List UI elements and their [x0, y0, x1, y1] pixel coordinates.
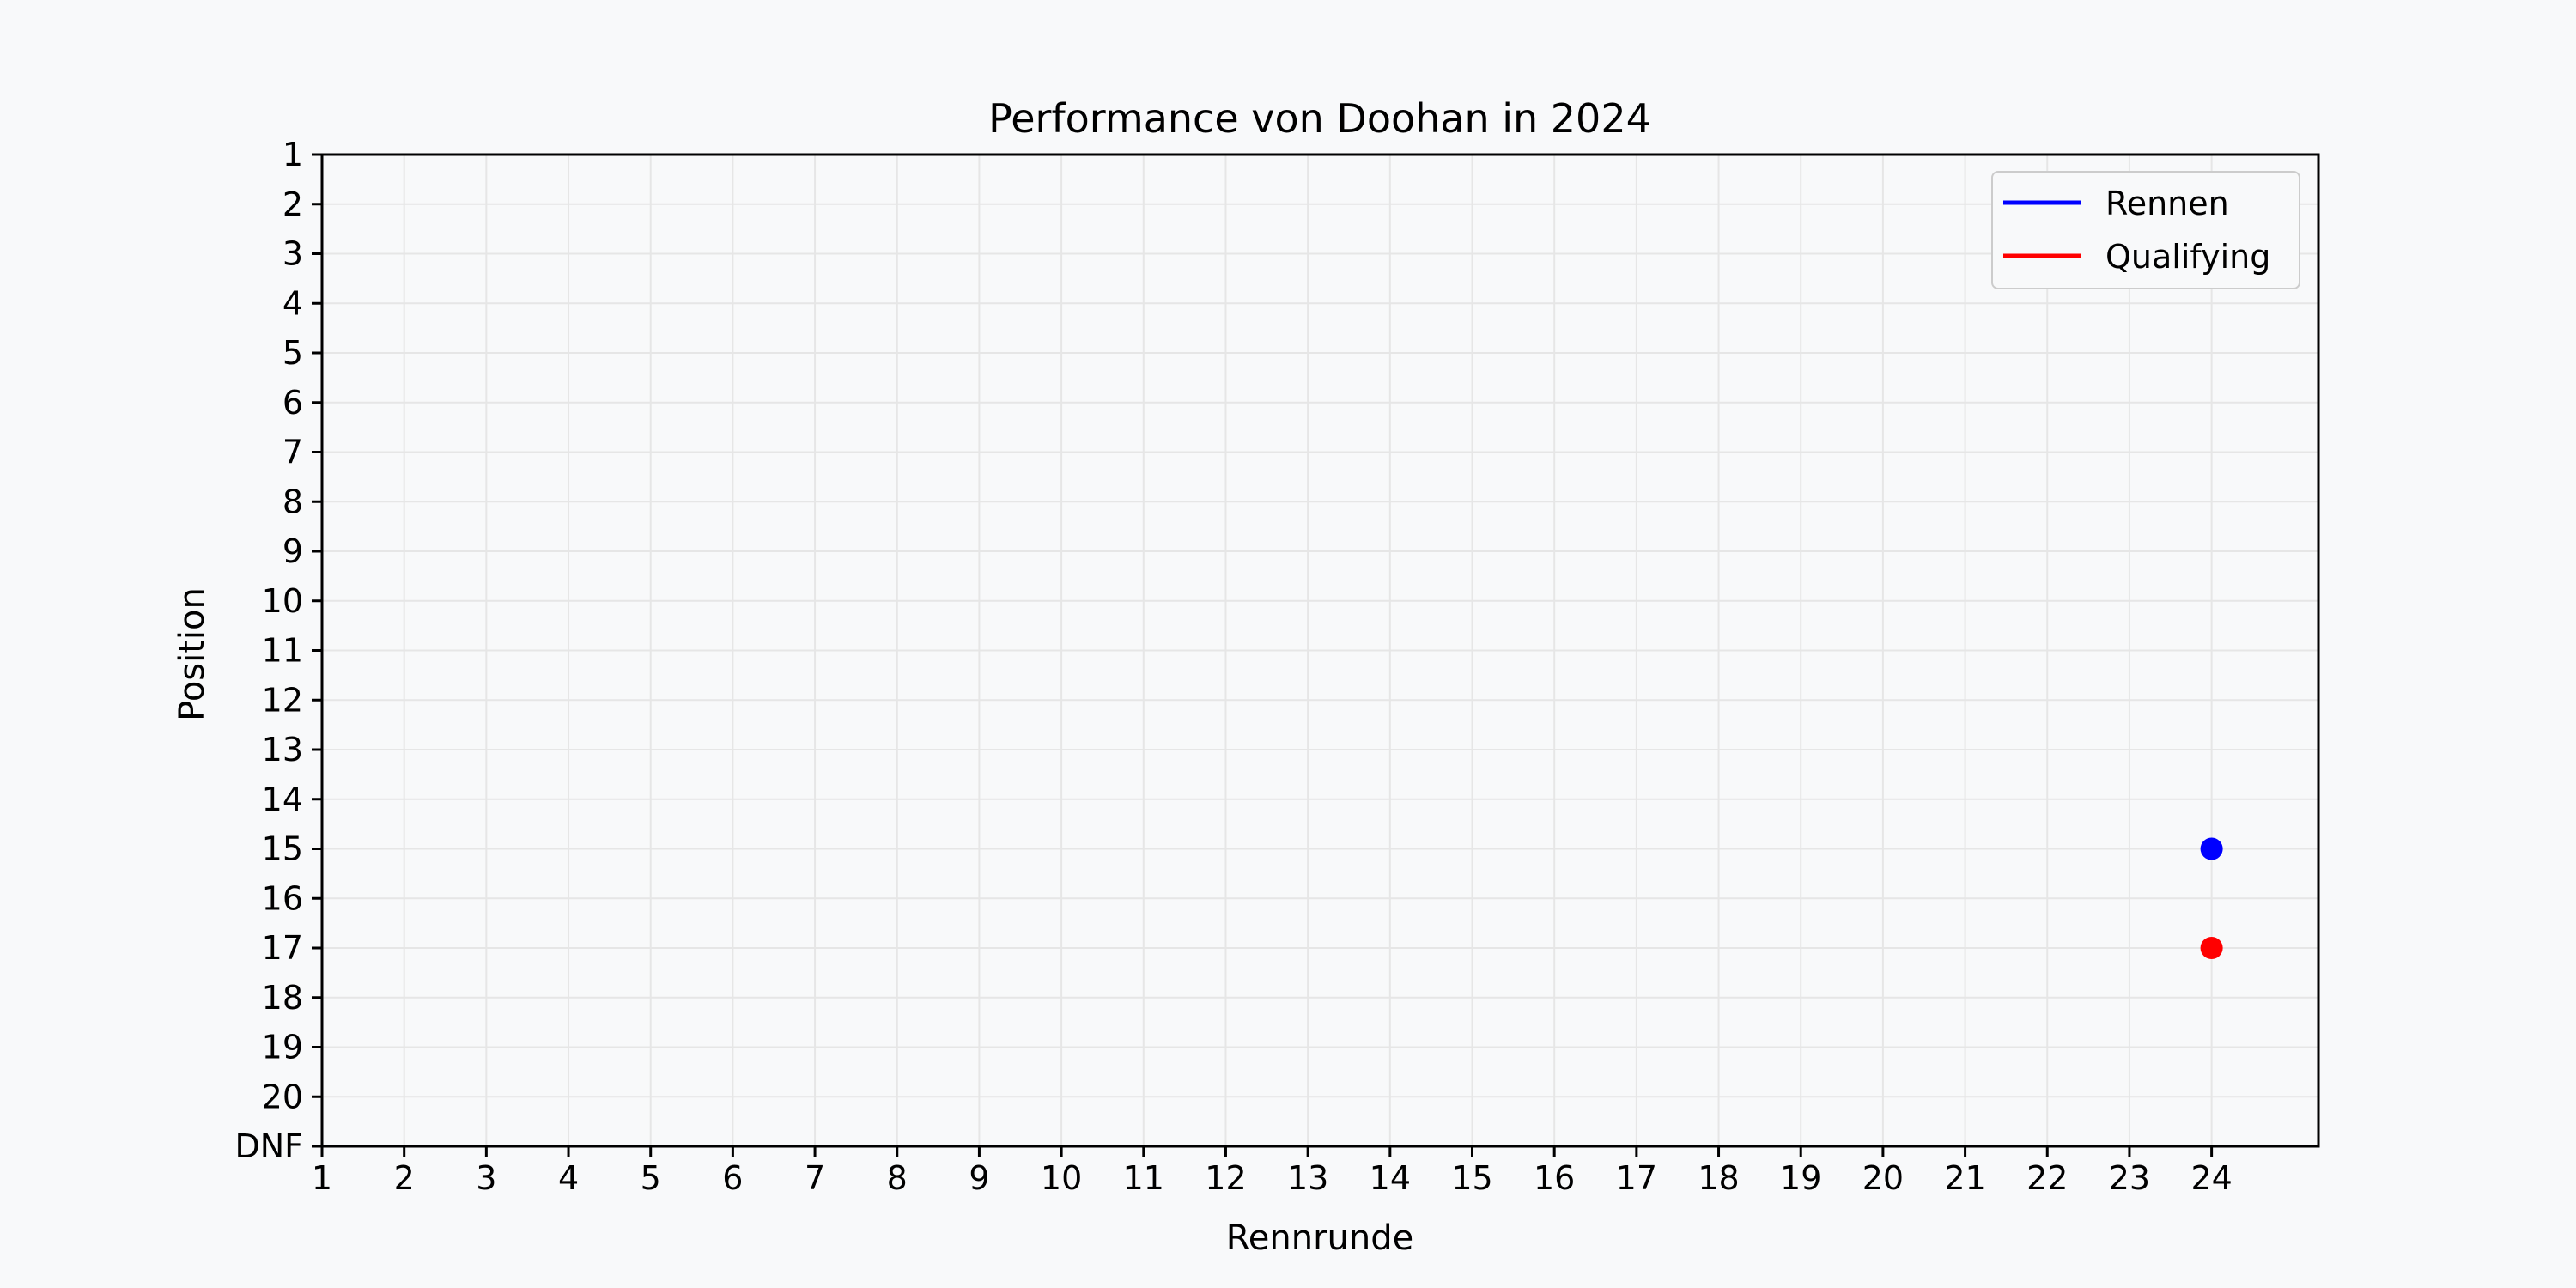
- y-tick-label: 11: [262, 632, 303, 670]
- x-tick-label: 19: [1780, 1159, 1821, 1197]
- legend-label-qualifying: Qualifying: [2105, 238, 2270, 276]
- y-tick-label: DNF: [234, 1127, 303, 1165]
- y-tick-label: 8: [283, 483, 303, 520]
- x-tick-label: 12: [1205, 1159, 1246, 1197]
- legend: Rennen Qualifying: [1991, 171, 2300, 289]
- y-tick-label: 14: [262, 781, 303, 818]
- x-tick-label: 6: [722, 1159, 743, 1197]
- y-tick-label: 5: [283, 334, 303, 372]
- y-tick-label: 19: [262, 1029, 303, 1066]
- y-tick-label: 2: [283, 185, 303, 223]
- x-tick-label: 7: [805, 1159, 825, 1197]
- x-tick-label: 24: [2190, 1159, 2232, 1197]
- x-tick-label: 8: [887, 1159, 908, 1197]
- x-tick-label: 23: [2109, 1159, 2150, 1197]
- data-points: [2200, 837, 2223, 959]
- x-tick-label: 10: [1041, 1159, 1082, 1197]
- y-tick-label: 16: [262, 879, 303, 917]
- x-tick-label: 13: [1287, 1159, 1328, 1197]
- x-tick-label: 3: [476, 1159, 496, 1197]
- chart-title: Performance von Doohan in 2024: [988, 95, 1651, 142]
- data-point-rennen: [2200, 837, 2223, 860]
- x-tick-label: 21: [1944, 1159, 1985, 1197]
- y-tick-label: 3: [283, 235, 303, 273]
- x-tick-label: 14: [1370, 1159, 1411, 1197]
- x-tick-label: 18: [1698, 1159, 1739, 1197]
- x-tick-label: 9: [969, 1159, 989, 1197]
- x-tick-label: 20: [1862, 1159, 1904, 1197]
- y-tick-label: 15: [262, 830, 303, 868]
- y-tick-label: 13: [262, 731, 303, 769]
- y-tick-label: 6: [283, 384, 303, 422]
- y-tick-label: 9: [283, 532, 303, 570]
- y-axis-label: Position: [173, 587, 212, 721]
- x-tick-label: 17: [1616, 1159, 1657, 1197]
- data-point-qualifying: [2200, 937, 2223, 959]
- y-tick-label: 4: [283, 284, 303, 322]
- legend-label-rennen: Rennen: [2105, 185, 2229, 222]
- grid: [321, 154, 2318, 1147]
- x-axis-label: Rennrunde: [1226, 1218, 1413, 1258]
- y-tick-label: 7: [283, 434, 303, 471]
- x-tick-label: 4: [558, 1159, 579, 1197]
- y-tick-label: 1: [283, 136, 303, 173]
- x-tick-label: 16: [1534, 1159, 1575, 1197]
- x-tick-label: 15: [1451, 1159, 1492, 1197]
- y-tick-label: 12: [262, 681, 303, 719]
- x-tick-label: 1: [312, 1159, 332, 1197]
- y-tick-label: 10: [262, 582, 303, 620]
- x-tick-label: 2: [394, 1159, 415, 1197]
- x-tick-label: 11: [1123, 1159, 1164, 1197]
- y-tick-label: 18: [262, 979, 303, 1017]
- x-axis-ticks: 1 2 3 4 5 6 7 8 9 10 11 12 13 14 15 16 17 18 19 20 21 22 23 24: [312, 1146, 2233, 1197]
- x-tick-label: 22: [2026, 1159, 2068, 1197]
- y-tick-label: 17: [262, 929, 303, 967]
- y-tick-label: 20: [262, 1078, 303, 1115]
- x-tick-label: 5: [641, 1159, 661, 1197]
